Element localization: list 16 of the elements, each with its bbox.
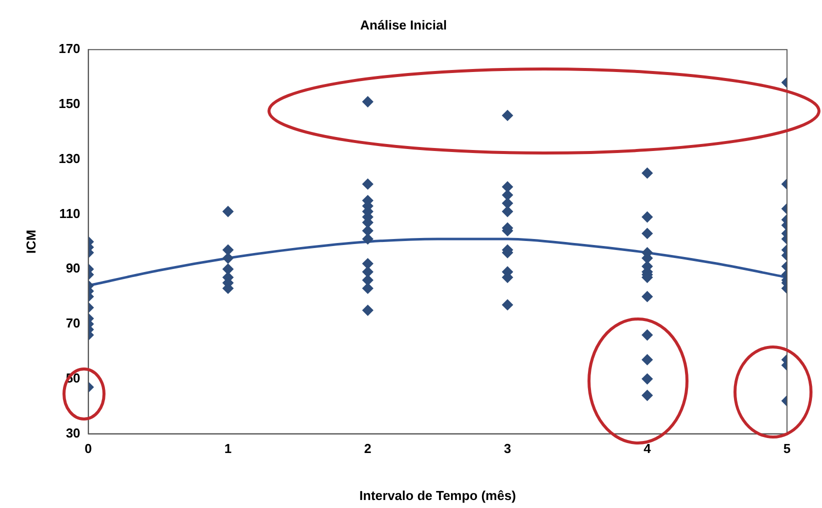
y-tick-label: 90	[66, 260, 80, 276]
x-tick-label: 3	[504, 441, 512, 456]
y-tick-label: 170	[58, 41, 80, 56]
chart-title: Análise Inicial	[360, 17, 447, 32]
x-tick-label: 4	[644, 441, 652, 456]
y-tick-label: 150	[58, 96, 80, 112]
x-axis-title: Intervalo de Tempo (mês)	[359, 488, 516, 503]
y-tick-label: 130	[58, 150, 80, 166]
x-tick-label: 1	[224, 441, 232, 456]
y-tick-label: 110	[59, 206, 80, 221]
y-tick-label: 30	[66, 425, 80, 440]
x-tick-label: 0	[84, 441, 92, 456]
x-tick-label: 5	[783, 441, 791, 456]
y-axis-title: ICM	[23, 230, 38, 254]
y-tick-label: 70	[66, 316, 80, 331]
x-tick-label: 2	[364, 441, 372, 456]
